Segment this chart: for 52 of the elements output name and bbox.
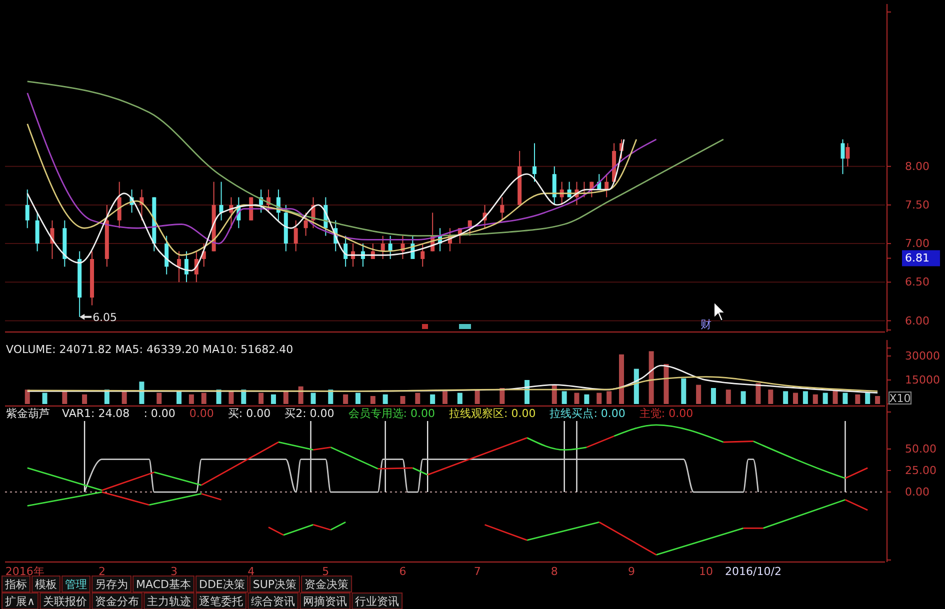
text: 模板 <box>35 578 57 591</box>
x-tick-label: 5 <box>322 564 330 578</box>
chart-title: 紫金葫芦 <box>6 407 50 420</box>
annotation: VAR1: 24.08 <box>62 407 130 420</box>
annotation: 会员专用选: 0.00 <box>348 407 435 420</box>
annotation: : 0.00 <box>144 407 176 420</box>
y-tick-label: 6.00 <box>905 314 930 328</box>
y-tick-label: 25.00 <box>905 464 936 478</box>
annotation: 6.05 <box>92 310 118 324</box>
text: 主力轨迹 <box>147 595 192 608</box>
x-tick-label: 4 <box>248 564 255 578</box>
y-tick-label: 30000 <box>905 350 940 363</box>
x-tick-label: 7 <box>474 564 481 578</box>
y-tick-label: 7.00 <box>905 237 930 250</box>
x-tick-label: 8 <box>550 564 558 578</box>
annotation: 拉线观察区: 0.00 <box>449 407 536 420</box>
text: MACD基本 <box>136 578 191 591</box>
text: 管理 <box>65 578 87 591</box>
text: 扩展∧ <box>5 595 36 608</box>
annotation: 买: 0.00 <box>228 407 271 420</box>
y-tick-label: 15000 <box>905 374 940 387</box>
text: 行业资讯 <box>355 595 400 608</box>
x-tick-label: 10 <box>699 564 714 578</box>
annotation: 买2: 0.00 <box>284 407 334 420</box>
x-tick-label: 3 <box>170 564 178 578</box>
x-tick-label: 6 <box>399 564 406 578</box>
text: 关联报价 <box>43 595 88 608</box>
annotation: 主觉: 0.00 <box>639 407 694 420</box>
x-tick-label: 2 <box>98 564 106 578</box>
text: 网摘资讯 <box>303 595 348 608</box>
text: 资金分布 <box>95 595 140 608</box>
annotation: 财 <box>700 318 712 331</box>
annotation: 拉线买点: 0.00 <box>550 407 626 420</box>
text: 逐笔委托 <box>199 595 244 608</box>
y-tick-label: 0.00 <box>905 486 930 499</box>
text: SUP决策 <box>252 578 297 591</box>
x-tick-label: 2016年 <box>5 564 44 578</box>
text: 综合资讯 <box>251 595 296 608</box>
text: 指标 <box>4 578 27 591</box>
y-axis-title: X10 <box>889 392 911 405</box>
chart-title: VOLUME: 24071.82 MA5: 46339.20 MA10: 51682.40 <box>6 343 294 356</box>
x-tick-label: 9 <box>628 564 635 578</box>
annotation: 0.00 <box>189 407 214 420</box>
y-tick-label: 6.81 <box>905 252 930 265</box>
y-tick-label: 7.50 <box>905 198 930 212</box>
y-tick-label: 50.00 <box>905 442 936 456</box>
y-tick-label: 6.50 <box>905 276 930 289</box>
text: 另存为 <box>95 578 128 591</box>
text: 资金决策 <box>304 578 349 591</box>
x-tick-label: 2016/10/2 <box>725 564 782 578</box>
text: DDE决策 <box>198 578 245 591</box>
y-tick-label: 8.00 <box>905 160 930 173</box>
